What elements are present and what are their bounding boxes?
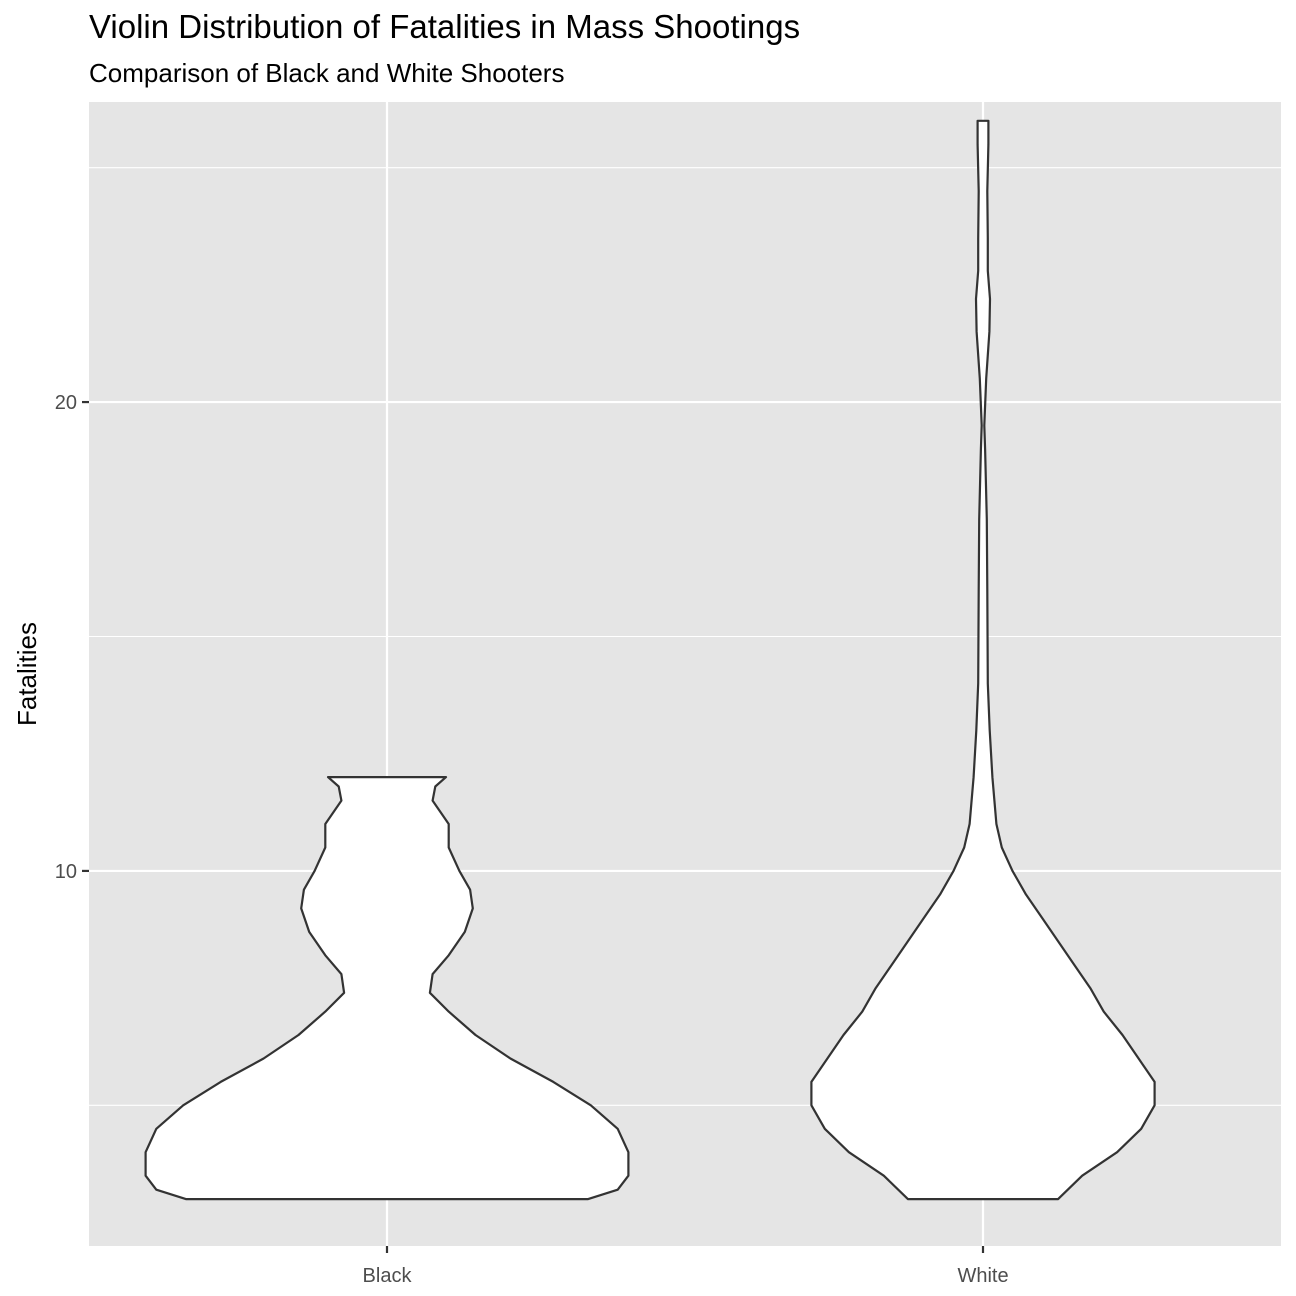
chart-subtitle: Comparison of Black and White Shooters <box>89 58 565 88</box>
x-tick-label: White <box>957 1265 1008 1287</box>
x-axis: Black White <box>363 1246 1009 1287</box>
y-tick-label: 10 <box>55 861 77 883</box>
violin-white <box>810 119 1156 1201</box>
violin-black <box>144 776 630 1201</box>
x-tick-label: Black <box>363 1265 413 1287</box>
y-axis-label: Fatalities <box>12 622 42 726</box>
violins <box>144 119 1156 1201</box>
chart-title: Violin Distribution of Fatalities in Mas… <box>89 8 801 45</box>
y-tick-label: 20 <box>55 392 77 414</box>
y-axis: 10 20 <box>55 392 89 883</box>
